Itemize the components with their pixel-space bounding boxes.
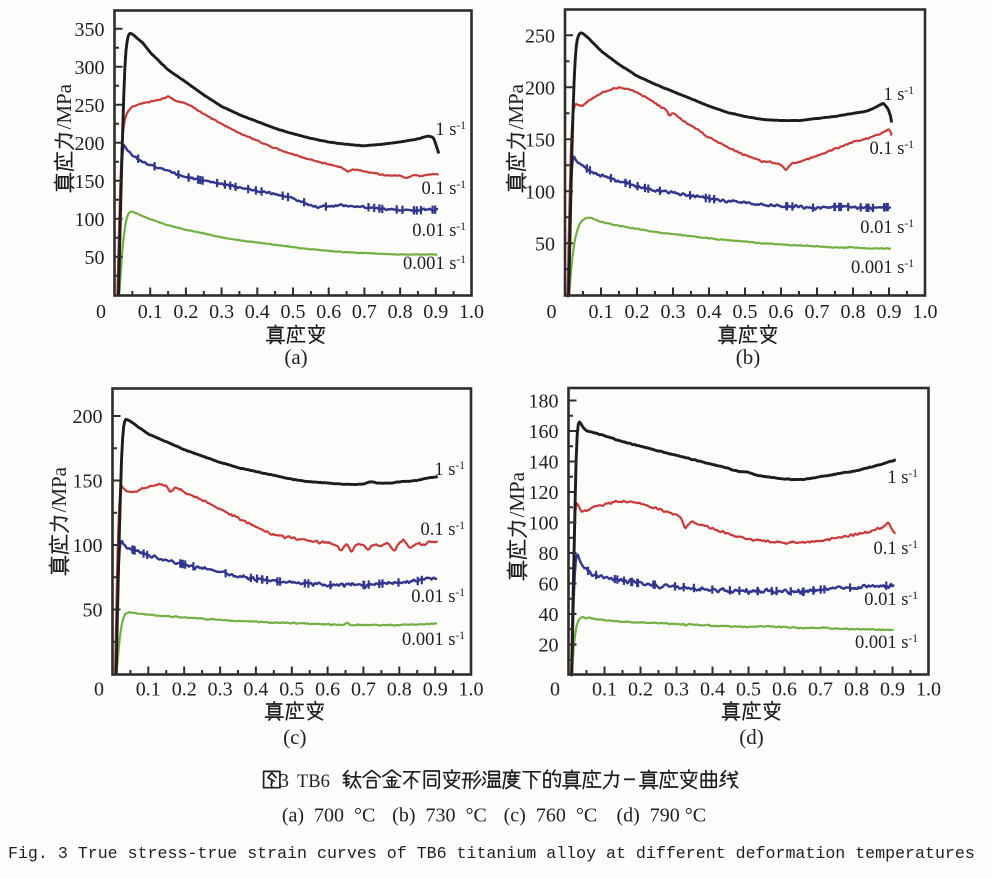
svg-text:250: 250 — [525, 25, 555, 47]
svg-text:0.3: 0.3 — [209, 301, 234, 323]
svg-text:0.2: 0.2 — [625, 301, 650, 323]
svg-text:0.6: 0.6 — [772, 679, 797, 701]
svg-text:(d) 790 °C: (d) 790 °C — [616, 805, 706, 827]
svg-text:0.2: 0.2 — [628, 679, 653, 701]
svg-text:40: 40 — [539, 604, 559, 626]
svg-text:20: 20 — [539, 635, 559, 657]
svg-text:0.8: 0.8 — [387, 679, 412, 701]
svg-text:0: 0 — [94, 679, 104, 701]
svg-text:0.9: 0.9 — [423, 301, 448, 323]
svg-text:200: 200 — [73, 406, 103, 428]
svg-text:0.6: 0.6 — [769, 301, 794, 323]
svg-text:0.8: 0.8 — [844, 679, 869, 701]
svg-text:1.0: 1.0 — [913, 301, 938, 323]
svg-text:0.1 s-1: 0.1 s-1 — [873, 539, 918, 559]
svg-text:50: 50 — [535, 233, 555, 255]
svg-text:100: 100 — [529, 513, 559, 535]
svg-text:180: 180 — [529, 391, 559, 413]
svg-text:0.7: 0.7 — [808, 679, 833, 701]
svg-text:0.8: 0.8 — [841, 301, 866, 323]
svg-text:100: 100 — [75, 209, 105, 231]
svg-text:0.9: 0.9 — [880, 679, 905, 701]
svg-text:150: 150 — [525, 129, 555, 151]
svg-text:1.0: 1.0 — [459, 679, 484, 701]
svg-text:150: 150 — [75, 171, 105, 193]
svg-text:TB6: TB6 — [297, 772, 330, 792]
svg-text:0: 0 — [96, 301, 106, 323]
svg-text:0.4: 0.4 — [245, 301, 270, 323]
svg-text:0.1 s-1: 0.1 s-1 — [421, 179, 466, 199]
svg-text:60: 60 — [539, 574, 559, 596]
svg-text:0.001 s-1: 0.001 s-1 — [402, 630, 465, 650]
svg-text:120: 120 — [529, 482, 559, 504]
svg-text:(b): (b) — [736, 345, 761, 369]
svg-text:/MPa: /MPa — [504, 83, 528, 129]
svg-text:(a): (a) — [284, 345, 307, 369]
svg-text:0.2: 0.2 — [172, 679, 197, 701]
svg-text:50: 50 — [83, 600, 103, 622]
svg-text:0.4: 0.4 — [700, 679, 725, 701]
svg-text:0.8: 0.8 — [388, 301, 413, 323]
svg-text:0.7: 0.7 — [351, 679, 376, 701]
svg-text:/MPa: /MPa — [52, 83, 76, 129]
svg-text:0.5: 0.5 — [279, 679, 304, 701]
svg-text:0.1: 0.1 — [138, 301, 163, 323]
svg-text:0.6: 0.6 — [316, 301, 341, 323]
svg-text:0.01 s-1: 0.01 s-1 — [860, 218, 914, 238]
svg-text:0.1 s-1: 0.1 s-1 — [420, 520, 465, 540]
svg-text:250: 250 — [75, 95, 105, 117]
svg-text:0.1: 0.1 — [592, 679, 617, 701]
svg-text:350: 350 — [75, 19, 105, 41]
svg-text:/MPa: /MPa — [505, 471, 529, 517]
svg-text:80: 80 — [539, 543, 559, 565]
svg-text:0.3: 0.3 — [664, 679, 689, 701]
svg-text:0.01 s-1: 0.01 s-1 — [412, 221, 466, 241]
svg-text:3: 3 — [279, 770, 289, 792]
svg-text:1.0: 1.0 — [916, 679, 941, 701]
svg-text:/MPa: /MPa — [47, 466, 71, 512]
svg-text:Fig. 3 True stress-true strain: Fig. 3 True stress-true strain curves of… — [8, 844, 975, 863]
svg-text:100: 100 — [73, 535, 103, 557]
svg-text:0.7: 0.7 — [805, 301, 830, 323]
svg-text:0.9: 0.9 — [423, 679, 448, 701]
svg-text:0.4: 0.4 — [243, 679, 268, 701]
svg-text:0.01 s-1: 0.01 s-1 — [411, 587, 465, 607]
svg-text:0.001 s-1: 0.001 s-1 — [855, 633, 918, 653]
svg-text:160: 160 — [529, 421, 559, 443]
svg-text:(b) 730 °C: (b) 730 °C — [392, 805, 487, 827]
svg-text:0.5: 0.5 — [281, 301, 306, 323]
svg-text:140: 140 — [529, 452, 559, 474]
svg-text:0.1: 0.1 — [136, 679, 161, 701]
svg-text:300: 300 — [75, 57, 105, 79]
svg-text:0.5: 0.5 — [733, 301, 758, 323]
svg-text:200: 200 — [525, 77, 555, 99]
svg-text:0.9: 0.9 — [877, 301, 902, 323]
svg-text:0: 0 — [547, 301, 557, 323]
svg-text:(d): (d) — [739, 725, 764, 749]
svg-text:0.01 s-1: 0.01 s-1 — [864, 590, 918, 610]
svg-text:0.001 s-1: 0.001 s-1 — [403, 254, 466, 274]
svg-text:0.5: 0.5 — [736, 679, 761, 701]
svg-text:(c) 760 °C: (c) 760 °C — [504, 805, 598, 827]
svg-text:0.001 s-1: 0.001 s-1 — [851, 258, 914, 278]
svg-text:100: 100 — [525, 181, 555, 203]
svg-text:0.3: 0.3 — [661, 301, 686, 323]
svg-text:1.0: 1.0 — [459, 301, 484, 323]
svg-text:0: 0 — [550, 679, 560, 701]
svg-text:0.7: 0.7 — [352, 301, 377, 323]
svg-text:0.1 s-1: 0.1 s-1 — [869, 139, 914, 159]
svg-text:0.3: 0.3 — [208, 679, 233, 701]
svg-text:150: 150 — [73, 471, 103, 493]
svg-text:50: 50 — [85, 247, 105, 269]
svg-text:0.6: 0.6 — [315, 679, 340, 701]
svg-text:0.2: 0.2 — [173, 301, 198, 323]
svg-text:0.4: 0.4 — [697, 301, 722, 323]
svg-text:(c): (c) — [283, 725, 306, 749]
svg-text:200: 200 — [75, 133, 105, 155]
svg-text:(a) 700 °C: (a) 700 °C — [282, 805, 376, 827]
svg-text:0.1: 0.1 — [589, 301, 614, 323]
